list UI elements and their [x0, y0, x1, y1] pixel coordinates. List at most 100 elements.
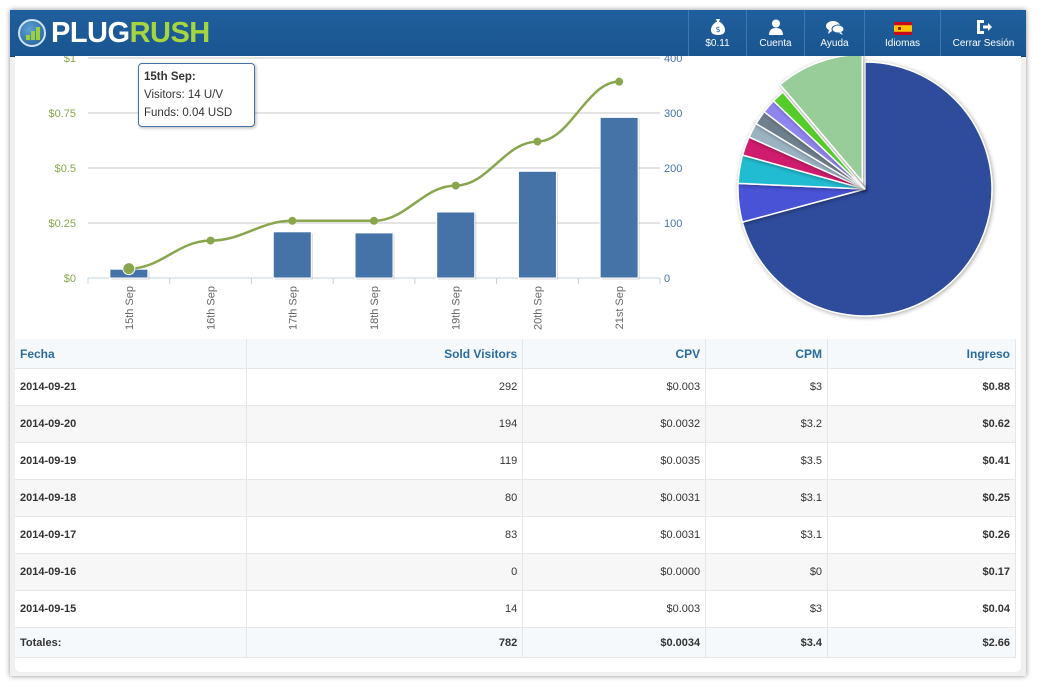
y-left-tick-label: $0.5: [55, 163, 76, 175]
money-bag-icon: $: [710, 18, 725, 35]
table-cell: 2014-09-20: [15, 405, 248, 443]
pie-slice[interactable]: [741, 61, 993, 317]
pie-slice[interactable]: [772, 91, 866, 190]
table-cell: $0.003: [522, 590, 707, 628]
plugrush-logo[interactable]: PLUGRUSH: [18, 17, 210, 49]
table-cell: $3: [705, 368, 829, 406]
funds-bar: [517, 170, 557, 279]
funds-bar: [354, 232, 394, 279]
table-cell: 119: [246, 442, 524, 480]
table-row: 2014-09-19 119 $0.0035 $3.5 $0.41: [15, 442, 1016, 480]
table-cell: $0.04: [827, 590, 1016, 628]
logout-icon: [976, 18, 992, 35]
table-cell: 80: [246, 479, 524, 517]
nav-cerrar-sesion-label: Cerrar Sesión: [952, 37, 1015, 49]
logo-text: PLUGRUSH: [51, 17, 210, 49]
y-left-tick-label: $0: [64, 273, 76, 285]
nav-balance-label: $0.11: [705, 37, 730, 49]
nav-balance[interactable]: $ $0.11: [688, 10, 746, 56]
column-header-cpm[interactable]: CPM: [705, 339, 829, 369]
x-tick-label: 21st Sep: [614, 286, 626, 329]
y-right-tick-label: 200: [664, 163, 682, 175]
y-left-tick-label: $1: [64, 56, 76, 65]
x-tick-label: 17th Sep: [287, 286, 299, 330]
visitors-funds-chart: $0 $0.25 $0.5 $0.75 $1 0 100 200 300 400 15th Sep 1…: [48, 56, 682, 330]
app-window: PLUGRUSH $ $0.11 Cuenta Ayuda: [10, 10, 1026, 676]
column-header-ingreso[interactable]: Ingreso: [827, 339, 1016, 369]
tooltip-funds: Funds: 0.04 USD: [144, 107, 233, 119]
column-header-cpv[interactable]: CPV: [522, 339, 707, 369]
table-cell: $0.0032: [522, 405, 707, 443]
table-row: 2014-09-15 14 $0.003 $3 $0.04: [15, 590, 1016, 628]
table-cell: 14: [246, 590, 524, 628]
table-cell: 2014-09-17: [15, 516, 248, 554]
table-cell: $0.41: [827, 442, 1016, 480]
nav-cuenta[interactable]: Cuenta: [746, 10, 804, 56]
column-header-fecha[interactable]: Fecha: [15, 339, 248, 369]
traffic-pie-chart: [737, 56, 993, 317]
table-cell: $0.0000: [522, 553, 707, 591]
table-row: 2014-09-20 194 $0.0032 $3.2 $0.62: [15, 405, 1016, 443]
nav-cerrar-sesion[interactable]: Cerrar Sesión: [940, 10, 1026, 56]
x-tick-label: 19th Sep: [451, 286, 463, 330]
tooltip-visitors: Visitors: 14 U/V: [144, 89, 224, 101]
user-icon: [768, 18, 783, 35]
funds-bar: [272, 231, 312, 279]
stats-content: $0 $0.25 $0.5 $0.75 $1 0 100 200 300 400 15th Sep 1…: [15, 56, 1021, 672]
visitors-point: [370, 216, 378, 225]
table-row: 2014-09-21 292 $0.003 $3 $0.88: [15, 368, 1016, 406]
totals-cell: $2.66: [827, 627, 1016, 658]
y-right-tick-label: 0: [664, 273, 670, 285]
visitors-point: [533, 137, 542, 146]
table-cell: $0.0031: [522, 479, 707, 517]
table-cell: $3.5: [705, 442, 829, 480]
y-right-tick-label: 100: [664, 218, 682, 230]
x-tick-label: 16th Sep: [206, 286, 218, 330]
table-cell: $3.1: [705, 516, 829, 554]
svg-text:$: $: [715, 25, 720, 34]
table-cell: 292: [246, 368, 524, 406]
nav-idiomas[interactable]: Idiomas: [864, 10, 940, 56]
visitors-point: [451, 181, 460, 190]
column-header-sold-visitors[interactable]: Sold Visitors: [246, 339, 524, 369]
table-cell: $0.0035: [522, 442, 707, 480]
table-cell: $0.88: [827, 368, 1016, 406]
visitors-point: [206, 236, 215, 245]
totals-cell: $0.0034: [522, 627, 707, 658]
pie-slice[interactable]: [779, 56, 863, 184]
table-cell: $3: [705, 590, 829, 628]
nav-ayuda-label: Ayuda: [820, 37, 849, 49]
tooltip-title: 15th Sep:: [144, 71, 196, 83]
x-tick-label: 20th Sep: [532, 286, 544, 330]
x-tick-label: 18th Sep: [369, 286, 381, 330]
nav-menu: $ $0.11 Cuenta Ayuda Idiomas: [688, 10, 1026, 56]
table-cell: 0: [246, 553, 524, 591]
y-left-tick-label: $0.75: [48, 108, 76, 120]
totals-row: Totales: 782 $0.0034 $3.4 $2.66: [15, 627, 1016, 658]
totals-cell: $3.4: [705, 627, 829, 658]
visitors-point-highlighted: [122, 262, 136, 276]
table-cell: $0.17: [827, 553, 1016, 591]
table-header-row: Fecha Sold Visitors CPV CPM Ingreso: [15, 339, 1016, 369]
totals-cell: Totales:: [15, 627, 248, 658]
totals-cell: 782: [246, 627, 524, 658]
table-cell: 2014-09-16: [15, 553, 248, 591]
chat-bubbles-icon: [825, 18, 844, 35]
table-cell: 83: [246, 516, 524, 554]
table-row: 2014-09-18 80 $0.0031 $3.1 $0.25: [15, 479, 1016, 517]
chart-tooltip: 15th Sep: Visitors: 14 U/V Funds: 0.04 U…: [138, 63, 255, 127]
spain-flag-icon: [893, 18, 912, 35]
table-cell: $0: [705, 553, 829, 591]
nav-ayuda[interactable]: Ayuda: [804, 10, 864, 56]
visitors-point: [615, 77, 624, 86]
table-cell: 2014-09-15: [15, 590, 248, 628]
y-left-tick-label: $0.25: [48, 218, 76, 230]
table-row: 2014-09-16 0 $0.0000 $0 $0.17: [15, 553, 1016, 591]
funds-bar: [436, 211, 476, 279]
table-cell: 2014-09-18: [15, 479, 248, 517]
table-cell: 2014-09-21: [15, 368, 248, 406]
nav-idiomas-label: Idiomas: [884, 37, 920, 49]
logo-chart-icon: [18, 19, 46, 47]
table-cell: $0.003: [522, 368, 707, 406]
table-cell: 2014-09-19: [15, 442, 248, 480]
